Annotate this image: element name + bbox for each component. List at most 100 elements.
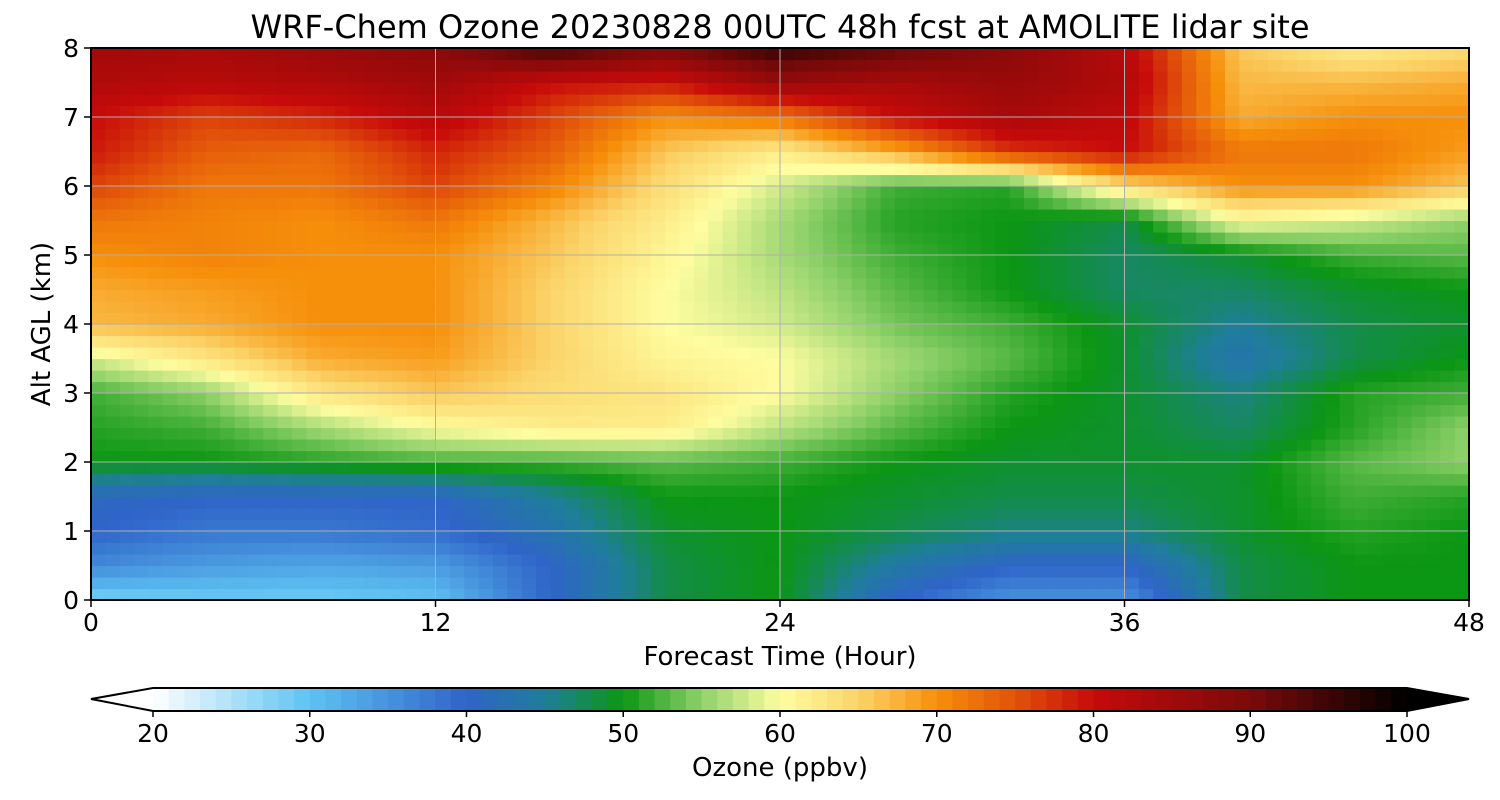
heatmap-cell: [937, 82, 953, 95]
heatmap-cell: [119, 312, 135, 325]
heatmap-cell: [1311, 163, 1327, 176]
heatmap-cell: [220, 347, 236, 360]
heatmap-cell: [650, 577, 666, 590]
colorbar-segment: [200, 688, 217, 711]
heatmap-cell: [823, 519, 839, 532]
heatmap-cell: [1153, 266, 1169, 279]
heatmap-cell: [1052, 324, 1068, 337]
heatmap-cell: [162, 393, 178, 406]
heatmap-cell: [363, 266, 379, 279]
heatmap-cell: [1454, 473, 1470, 486]
heatmap-cell: [363, 462, 379, 475]
heatmap-cell: [148, 335, 164, 348]
heatmap-cell: [1397, 462, 1413, 475]
heatmap-cell: [564, 485, 580, 498]
heatmap-cell: [636, 82, 652, 95]
heatmap-cell: [708, 82, 724, 95]
heatmap-cell: [923, 163, 939, 176]
heatmap-cell: [291, 94, 307, 107]
heatmap-cell: [780, 94, 795, 107]
heatmap-cell: [234, 59, 250, 72]
heatmap-cell: [535, 450, 551, 463]
heatmap-cell: [105, 266, 121, 279]
heatmap-cell: [306, 577, 322, 590]
heatmap-cell: [205, 105, 221, 118]
heatmap-cell: [1253, 427, 1269, 440]
heatmap-cell: [248, 462, 264, 475]
x-tick-label: 36: [1109, 608, 1141, 637]
heatmap-cell: [392, 140, 408, 153]
heatmap-cell: [1138, 186, 1154, 199]
heatmap-cell: [263, 301, 279, 314]
heatmap-cell: [449, 197, 465, 210]
heatmap-cell: [1138, 416, 1154, 429]
heatmap-cell: [1354, 404, 1370, 417]
heatmap-cell: [880, 174, 896, 187]
heatmap-cell: [1296, 565, 1312, 578]
heatmap-cell: [665, 289, 681, 302]
heatmap-cell: [665, 151, 681, 164]
heatmap-cell: [248, 140, 264, 153]
heatmap-cell: [234, 128, 250, 141]
heatmap-cell: [1239, 94, 1255, 107]
heatmap-cell: [894, 358, 910, 371]
heatmap-cell: [980, 197, 996, 210]
heatmap-cell: [335, 519, 350, 532]
heatmap-cell: [392, 554, 408, 567]
heatmap-cell: [177, 151, 193, 164]
heatmap-cell: [1038, 519, 1054, 532]
heatmap-cell: [277, 197, 293, 210]
colorbar-segment: [325, 688, 342, 711]
heatmap-cell: [220, 163, 236, 176]
heatmap-cell: [105, 358, 121, 371]
heatmap-cell: [765, 531, 781, 544]
heatmap-cell: [1454, 381, 1470, 394]
heatmap-cell: [205, 393, 221, 406]
heatmap-cell: [607, 393, 623, 406]
heatmap-cell: [995, 243, 1011, 256]
heatmap-cell: [1253, 577, 1269, 590]
heatmap-cell: [966, 404, 982, 417]
heatmap-cell: [335, 174, 350, 187]
heatmap-cell: [866, 531, 882, 544]
heatmap-cell: [162, 496, 178, 509]
heatmap-cell: [593, 255, 609, 268]
heatmap-cell: [1339, 554, 1355, 567]
heatmap-cell: [923, 427, 939, 440]
heatmap-cell: [550, 370, 566, 383]
heatmap-cell: [1210, 289, 1226, 302]
heatmap-cell: [923, 59, 939, 72]
heatmap-cell: [980, 59, 996, 72]
heatmap-cell: [478, 416, 494, 429]
heatmap-cell: [736, 404, 752, 417]
heatmap-cell: [937, 197, 953, 210]
heatmap-cell: [693, 140, 709, 153]
heatmap-cell: [564, 358, 580, 371]
heatmap-cell: [693, 462, 709, 475]
heatmap-cell: [722, 82, 738, 95]
heatmap-cell: [91, 197, 106, 210]
heatmap-cell: [1268, 312, 1283, 325]
heatmap-cell: [234, 289, 250, 302]
heatmap-cell: [363, 59, 379, 72]
heatmap-cell: [421, 174, 437, 187]
heatmap-cell: [478, 370, 494, 383]
heatmap-cell: [722, 588, 738, 601]
heatmap-cell: [1253, 243, 1269, 256]
heatmap-cell: [435, 347, 451, 360]
heatmap-cell: [636, 439, 652, 452]
heatmap-cell: [1311, 255, 1327, 268]
heatmap-cell: [1009, 416, 1025, 429]
heatmap-cell: [894, 301, 910, 314]
heatmap-cell: [593, 439, 609, 452]
colorbar-segment: [764, 688, 781, 711]
heatmap-cell: [1311, 554, 1327, 567]
heatmap-cell: [335, 393, 350, 406]
heatmap-cell: [1138, 427, 1154, 440]
heatmap-cell: [980, 163, 996, 176]
heatmap-cell: [722, 416, 738, 429]
heatmap-cell: [1138, 105, 1154, 118]
heatmap-cell: [736, 48, 752, 61]
heatmap-cell: [1339, 565, 1355, 578]
heatmap-cell: [406, 220, 422, 233]
